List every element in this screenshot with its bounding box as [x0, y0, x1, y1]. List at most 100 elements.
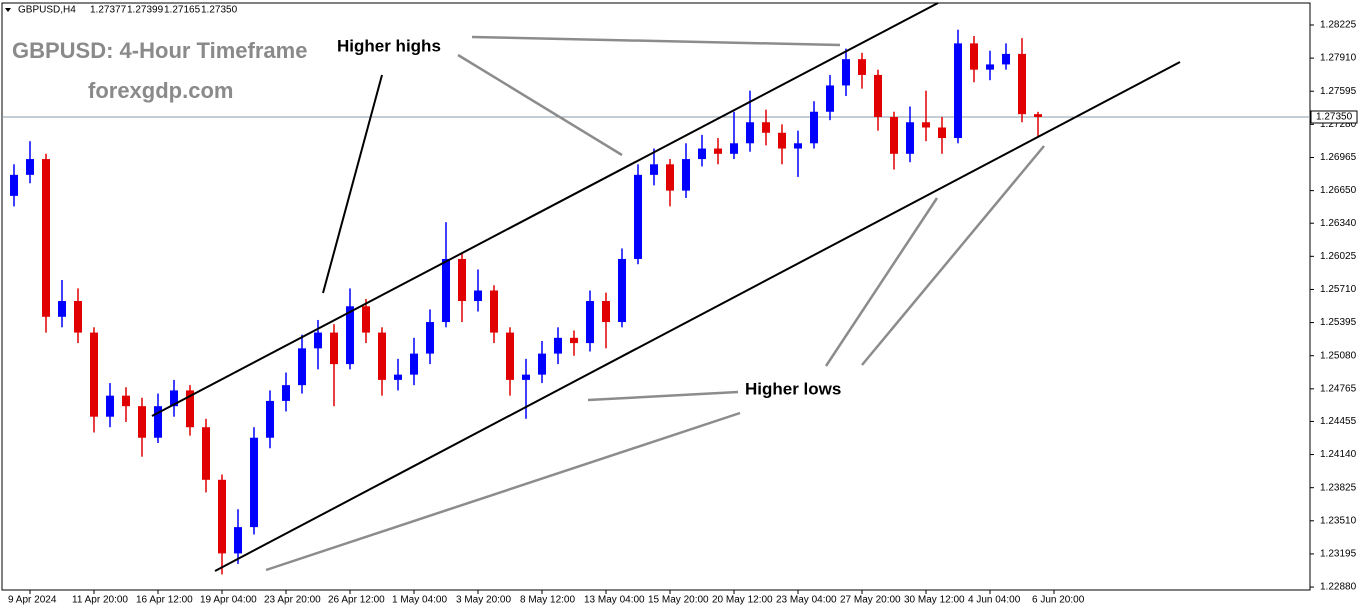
annotation: Higher highs	[337, 36, 441, 55]
x-tick-label: 6 Jun 20:00	[1032, 595, 1085, 606]
candle-body	[922, 122, 930, 128]
y-tick-label: 1.24765	[1320, 383, 1357, 394]
pointers	[265, 35, 1045, 572]
candle-body	[218, 479, 226, 554]
candle-body	[714, 148, 722, 154]
candle-body	[42, 159, 50, 317]
candle-body	[170, 390, 178, 407]
candle-body	[634, 174, 642, 259]
y-tick-label: 1.24140	[1320, 449, 1357, 460]
channel-upper	[151, 2, 939, 417]
candle-body	[762, 122, 770, 133]
candle-body	[522, 374, 530, 380]
y-tick-label: 1.24455	[1320, 416, 1357, 427]
symbol: GBPUSD,H4	[18, 5, 76, 16]
candle-body	[586, 301, 594, 344]
x-tick-label: 3 May 20:00	[456, 595, 511, 606]
candle-body	[362, 306, 370, 333]
candle-body	[234, 527, 242, 554]
pointer	[587, 390, 739, 402]
y-tick-label: 1.27910	[1320, 53, 1357, 64]
candle-body	[90, 332, 98, 417]
candle-body	[394, 374, 402, 380]
annotation: Higher lows	[745, 379, 841, 398]
price-box	[1310, 110, 1358, 124]
pointer	[457, 53, 623, 157]
y-tick-label: 1.25710	[1320, 284, 1357, 295]
candle-body	[954, 43, 962, 139]
candle-body	[58, 301, 66, 317]
candle-body	[874, 74, 882, 117]
candle-body	[458, 258, 466, 302]
candle-body	[730, 143, 738, 154]
candle-body	[778, 132, 786, 149]
chart-title: GBPUSD: 4-Hour Timeframe	[12, 38, 307, 63]
channel-lower	[214, 61, 1181, 572]
candle-body	[1018, 53, 1026, 115]
pointer	[265, 411, 741, 572]
candle-body	[330, 332, 338, 365]
candle-body	[10, 174, 18, 196]
candle-body	[26, 159, 34, 175]
header-low: 1.27165	[164, 5, 201, 16]
x-tick-label: 23 May 04:00	[776, 595, 837, 606]
y-tick-label: 1.26650	[1320, 185, 1357, 196]
pointer	[861, 145, 1045, 366]
candle-body	[666, 164, 674, 191]
candle-body	[554, 337, 562, 354]
candle-body	[842, 59, 850, 86]
x-tick-label: 16 Apr 12:00	[136, 595, 193, 606]
candle-body	[250, 437, 258, 528]
x-tick-label: 9 Apr 2024	[8, 595, 57, 606]
plot-frame	[1, 2, 1311, 591]
x-tick-label: 19 Apr 04:00	[200, 595, 257, 606]
candle-body	[266, 400, 274, 438]
header-high: 1.27399	[127, 5, 164, 16]
candle-body	[490, 290, 498, 333]
y-tick-label: 1.28225	[1320, 20, 1357, 31]
candle-body	[858, 59, 866, 75]
x-tick-label: 4 Jun 04:00	[968, 595, 1021, 606]
candles	[2, 29, 1310, 575]
x-tick-label: 11 Apr 20:00	[72, 595, 128, 606]
candle-body	[74, 301, 82, 333]
x-tick-label: 30 May 12:00	[904, 595, 965, 606]
x-tick-label: 26 Apr 12:00	[328, 595, 385, 606]
y-tick-label: 1.27595	[1320, 86, 1357, 97]
candle-body	[1002, 53, 1010, 65]
y-tick-label: 1.23825	[1320, 482, 1357, 493]
candle-body	[346, 306, 354, 365]
candle-body	[650, 164, 658, 175]
candle-body	[682, 159, 690, 191]
candle-body	[970, 43, 978, 70]
y-tick-label: 1.25080	[1320, 350, 1357, 361]
candle-body	[826, 85, 834, 112]
candle-body	[186, 390, 194, 428]
channel	[151, 2, 1181, 572]
x-tick-label: 23 Apr 20:00	[264, 595, 321, 606]
x-tick-label: 13 May 04:00	[584, 595, 645, 606]
candle-body	[810, 111, 818, 144]
y-tick-label: 1.23195	[1320, 549, 1357, 560]
candle-body	[570, 337, 578, 344]
candle-body	[426, 322, 434, 354]
candle-body	[138, 406, 146, 438]
header-open: 1.27377	[90, 5, 127, 16]
candle-body	[794, 143, 802, 149]
y-tick-label: 1.27280	[1320, 119, 1357, 130]
candle-body	[1034, 114, 1042, 117]
pointer	[471, 35, 841, 47]
y-tick-label: 1.26025	[1320, 251, 1357, 262]
candle-body	[890, 116, 898, 154]
menu-arrow	[5, 8, 11, 12]
candle-body	[378, 332, 386, 380]
candle-body	[314, 332, 322, 349]
candle-body	[538, 353, 546, 375]
price-label: 1.27350	[1316, 112, 1353, 123]
candle-body	[154, 406, 162, 438]
y-tick-label: 1.22880	[1320, 582, 1357, 593]
x-tick-label: 27 May 20:00	[840, 595, 901, 606]
candle-body	[282, 385, 290, 401]
header-close: 1.27350	[201, 5, 238, 16]
